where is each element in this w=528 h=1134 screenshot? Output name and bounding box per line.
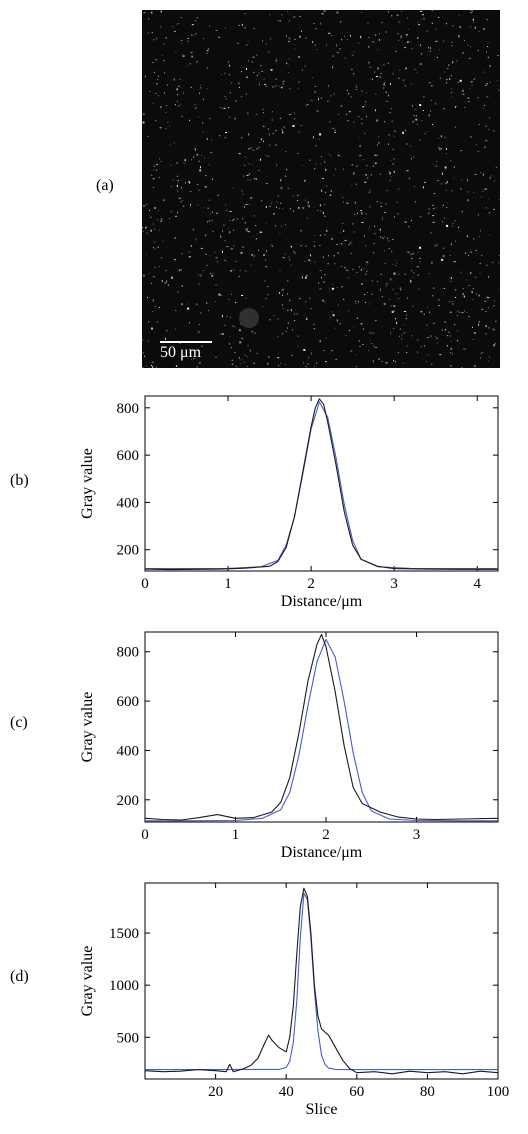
x-tick-label: 2 [307,576,315,592]
micrograph-speckles [142,10,500,368]
panel-label-c: (c) [10,714,28,731]
y-tick-label: 800 [117,401,140,417]
y-tick-label: 1000 [109,978,139,994]
panel-label-a: (a) [96,177,114,194]
x-tick-label: 80 [420,1084,435,1100]
x-tick-label: 60 [349,1084,364,1100]
x-tick-label: 0 [141,827,149,843]
series-measured-line [144,633,499,821]
x-tick-label: 4 [473,576,481,592]
y-tick-label: 600 [117,448,140,464]
plot-frame-b [144,395,499,572]
x-axis-label: Slice [306,1101,338,1118]
x-tick-label: 20 [208,1084,223,1100]
x-tick-label: 0 [141,576,149,592]
chart-c: 0 1 2 3 200 400 600 800 Distance/μm Gray value [79,631,499,861]
y-tick-label: 400 [117,743,140,759]
scale-bar [160,341,212,343]
series-fit-line [145,638,498,822]
y-tick-label: 200 [117,793,140,809]
y-tick-label: 1500 [109,926,139,942]
y-tick-label: 200 [117,543,140,559]
panel-label-d: (d) [10,968,29,985]
y-axis-label: Gray value [79,448,96,519]
x-tick-label: 40 [279,1084,294,1100]
x-tick-label: 3 [390,576,398,592]
x-tick-label: 2 [322,827,330,843]
micrograph-image [142,10,500,368]
y-axis-label: Gray value [79,946,96,1017]
y-tick-label: 500 [117,1030,140,1046]
y-tick-label: 800 [117,645,140,661]
series-measured-line [144,398,498,571]
x-axis-label: Distance/μm [281,844,363,861]
chart-d: 20 40 60 80 100 500 1000 1500 Slice Gray value [79,882,510,1118]
y-tick-label: 600 [117,694,140,710]
x-tick-label: 100 [487,1084,510,1100]
x-tick-label: 1 [224,576,232,592]
x-axis-label: Distance/μm [281,593,363,610]
plot-frame-d [144,882,499,1080]
x-tick-label: 3 [413,827,421,843]
series-fit-line [145,401,498,570]
series-measured-line [144,887,499,1075]
plot-frame-c [144,631,499,823]
y-axis-label: Gray value [79,692,96,763]
y-tick-label: 400 [117,495,140,511]
panel-label-b: (b) [10,472,29,489]
scale-bar-label: 50 μm [160,344,202,361]
x-tick-label: 1 [232,827,240,843]
series-fit-line [145,892,498,1071]
chart-b: 0 1 2 3 4 200 400 600 800 Distance/μm Gray value [79,395,499,610]
